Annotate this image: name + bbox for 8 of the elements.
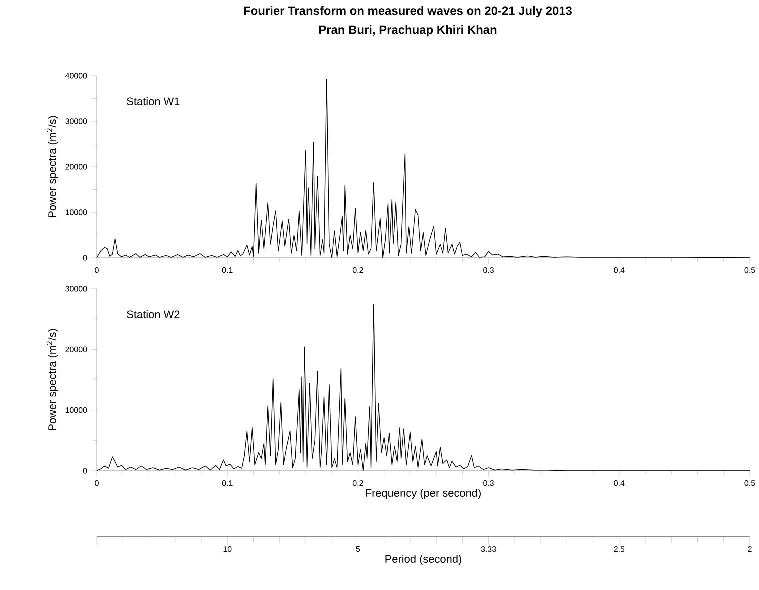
annotation: Station W2 [127,310,180,318]
chart-subtitle: Pran Buri, Prachuap Khiri Khan [319,25,497,37]
annotation: Station W1 [127,97,180,106]
y-axis-title: Power spectra (m$^{2}$/s) [46,116,58,218]
chart-title: Fourier Transform on measured waves on 20-21 July 2013 [244,6,572,18]
x-axis-title: Frequency (per second) [366,488,481,500]
y-axis-title: Power spectra (m$^{2}$/s) [46,329,58,430]
text: Period (second) [386,554,462,566]
